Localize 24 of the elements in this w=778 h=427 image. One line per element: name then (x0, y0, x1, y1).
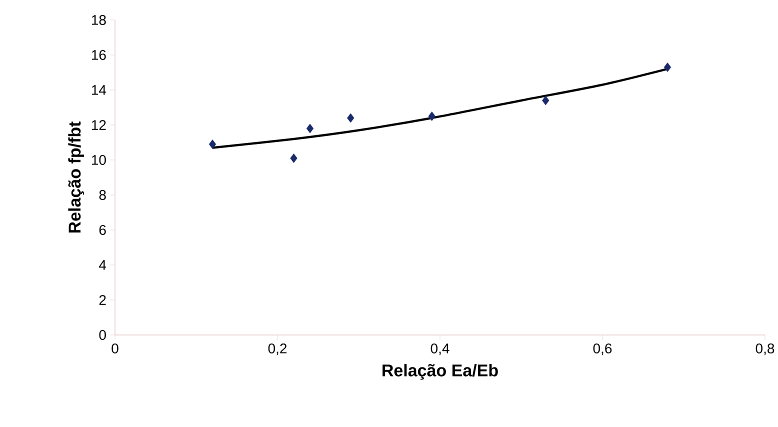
x-tick-label: 0,8 (756, 344, 774, 356)
y-tick-label: 4 (99, 260, 106, 270)
point (542, 96, 550, 106)
point (664, 62, 672, 72)
y-tick-label: 18 (92, 15, 106, 25)
y-tick-label: 8 (99, 190, 106, 200)
point (347, 113, 354, 123)
x-tick-label: 0,4 (430, 344, 450, 356)
x-tick-label: 0 (112, 344, 118, 354)
x-tick-label: 0,2 (268, 344, 287, 356)
point (306, 124, 314, 134)
y-tick-label: 14 (92, 85, 106, 95)
y-tick-label: 16 (92, 50, 106, 60)
y-tick-label: 10 (92, 155, 106, 165)
y-tick-label: 2 (99, 295, 106, 305)
y-axis-title: Relação fp/fbt (68, 122, 84, 233)
y-tick-label: 12 (92, 120, 106, 130)
point (428, 112, 436, 121)
y-tick-label: 6 (99, 225, 106, 235)
x-axis-title: Relação Ea/Eb (382, 364, 498, 380)
y-tick-label: 0 (99, 330, 106, 340)
point (290, 154, 298, 163)
x-tick-label: 0,6 (593, 344, 612, 356)
point (208, 140, 216, 149)
